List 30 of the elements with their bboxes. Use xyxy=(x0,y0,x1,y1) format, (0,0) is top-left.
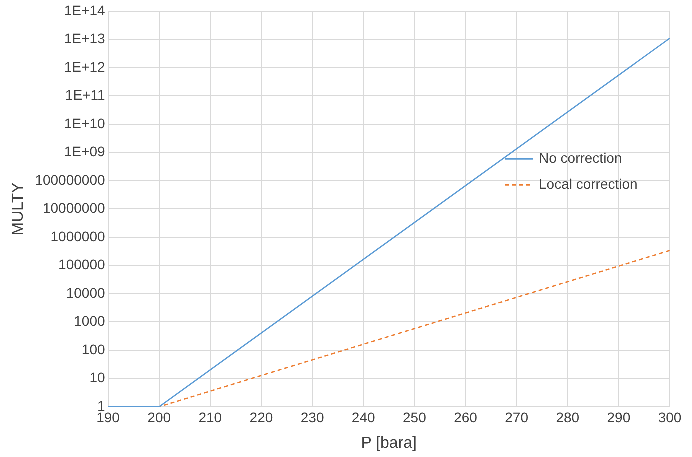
y-tick-label: 1E+12 xyxy=(64,58,106,75)
x-tick-label: 240 xyxy=(352,409,376,426)
y-axis-title: MULTY xyxy=(10,182,28,236)
y-tick-label: 10000000 xyxy=(42,200,106,216)
y-tick-label: 100 xyxy=(82,341,106,358)
y-tick-label: 1 xyxy=(97,398,106,414)
x-tick-label: 230 xyxy=(300,409,324,426)
y-tick-label: 1000 xyxy=(74,313,106,330)
x-tick-label: 220 xyxy=(250,409,274,426)
y-tick-label: 1E+11 xyxy=(65,87,106,104)
y-tick-label: 1E+09 xyxy=(64,144,106,160)
x-tick-label: 270 xyxy=(505,409,529,426)
x-tick-label: 200 xyxy=(148,409,172,426)
legend-label: No correction xyxy=(539,150,622,166)
x-axis-title: P [bara] xyxy=(361,434,418,452)
y-tick-label: 1E+10 xyxy=(64,115,106,132)
y-tick-label: 1E+13 xyxy=(64,30,106,47)
y-tick-label: 100000 xyxy=(58,256,106,273)
y-tick-label: 100000000 xyxy=(35,172,106,188)
y-tick-label: 10 xyxy=(90,370,106,386)
x-tick-label: 300 xyxy=(658,409,682,426)
x-tick-label: 280 xyxy=(556,409,580,426)
x-tick-label: 250 xyxy=(402,409,427,426)
x-tick-label: 260 xyxy=(454,409,478,426)
x-tick-label: 290 xyxy=(607,409,631,426)
x-tick-label: 210 xyxy=(198,409,222,426)
y-tick-label: 1000000 xyxy=(50,228,106,244)
y-tick-label: 1E+14 xyxy=(64,2,106,18)
y-tick-label: 10000 xyxy=(66,284,106,301)
legend-label: Local correction xyxy=(539,176,638,192)
